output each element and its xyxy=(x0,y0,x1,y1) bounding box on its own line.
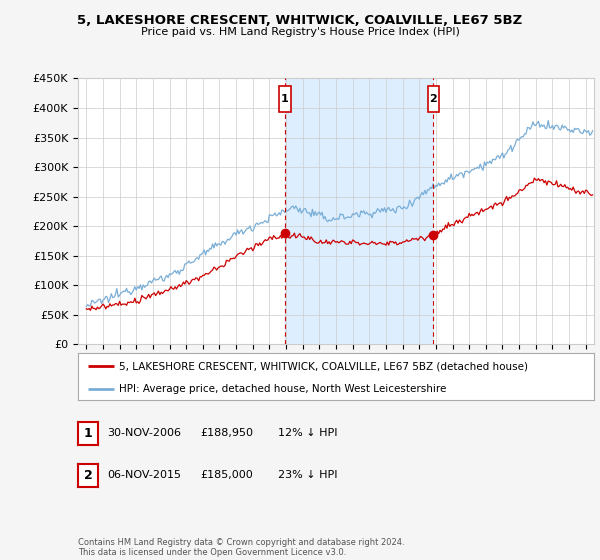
Text: 5, LAKESHORE CRESCENT, WHITWICK, COALVILLE, LE67 5BZ: 5, LAKESHORE CRESCENT, WHITWICK, COALVIL… xyxy=(77,14,523,27)
FancyBboxPatch shape xyxy=(279,86,290,112)
Text: 2: 2 xyxy=(430,94,437,104)
FancyBboxPatch shape xyxy=(428,86,439,112)
Text: £188,950: £188,950 xyxy=(200,428,253,438)
Text: Contains HM Land Registry data © Crown copyright and database right 2024.
This d: Contains HM Land Registry data © Crown c… xyxy=(78,538,404,557)
Text: Price paid vs. HM Land Registry's House Price Index (HPI): Price paid vs. HM Land Registry's House … xyxy=(140,27,460,37)
Text: 23% ↓ HPI: 23% ↓ HPI xyxy=(278,470,337,480)
Text: £185,000: £185,000 xyxy=(200,470,253,480)
Text: 5, LAKESHORE CRESCENT, WHITWICK, COALVILLE, LE67 5BZ (detached house): 5, LAKESHORE CRESCENT, WHITWICK, COALVIL… xyxy=(119,361,528,371)
Text: 30-NOV-2006: 30-NOV-2006 xyxy=(107,428,181,438)
Bar xyxy=(285,78,433,344)
Text: 1: 1 xyxy=(83,427,92,440)
Text: 12% ↓ HPI: 12% ↓ HPI xyxy=(278,428,337,438)
Text: HPI: Average price, detached house, North West Leicestershire: HPI: Average price, detached house, Nort… xyxy=(119,384,446,394)
Text: 06-NOV-2015: 06-NOV-2015 xyxy=(107,470,181,480)
Text: 1: 1 xyxy=(281,94,289,104)
Text: 2: 2 xyxy=(83,469,92,482)
